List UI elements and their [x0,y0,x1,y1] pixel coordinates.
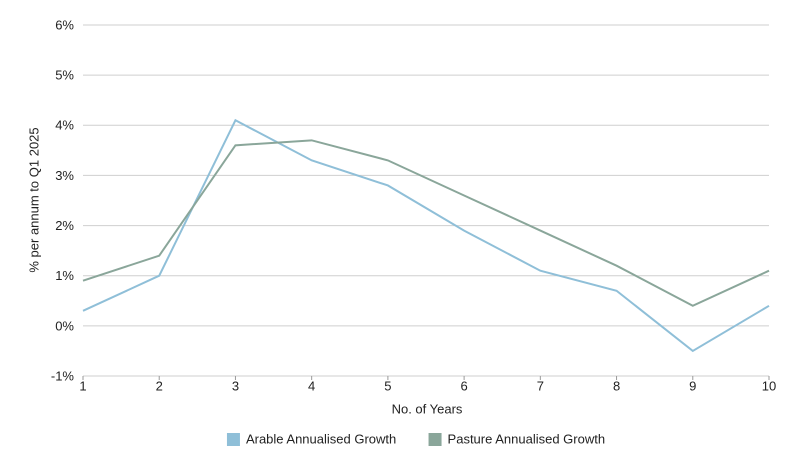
legend-label: Arable Annualised Growth [246,431,396,446]
y-tick-label: 4% [55,118,74,133]
x-tick-label: 6 [460,378,467,393]
series-line [82,118,770,353]
y-tick-label: 5% [55,68,74,83]
x-tick-label: 10 [762,378,776,393]
x-tick-label: 5 [384,378,391,393]
x-tick-label: 9 [689,378,696,393]
x-tick-label: 2 [156,378,163,393]
legend-swatch [226,433,240,446]
y-tick-label: 1% [55,268,74,283]
y-tick-label: -1% [51,368,75,383]
series-line [82,139,770,307]
x-tick-label: 3 [232,378,239,393]
x-tick-label: 7 [537,378,544,393]
x-tick-label: 1 [79,378,86,393]
y-tick-label: 0% [55,318,74,333]
legend-swatch [428,433,442,446]
x-axis-label: No. of Years [392,401,463,416]
y-tick-label: 2% [55,218,74,233]
y-axis-label: % per annum to Q1 2025 [26,127,41,272]
legend-label: Pasture Annualised Growth [448,431,606,446]
x-tick-label: 8 [613,378,620,393]
y-tick-label: 3% [55,168,74,183]
y-tick-label: 6% [55,17,74,32]
x-tick-label: 4 [308,378,315,393]
